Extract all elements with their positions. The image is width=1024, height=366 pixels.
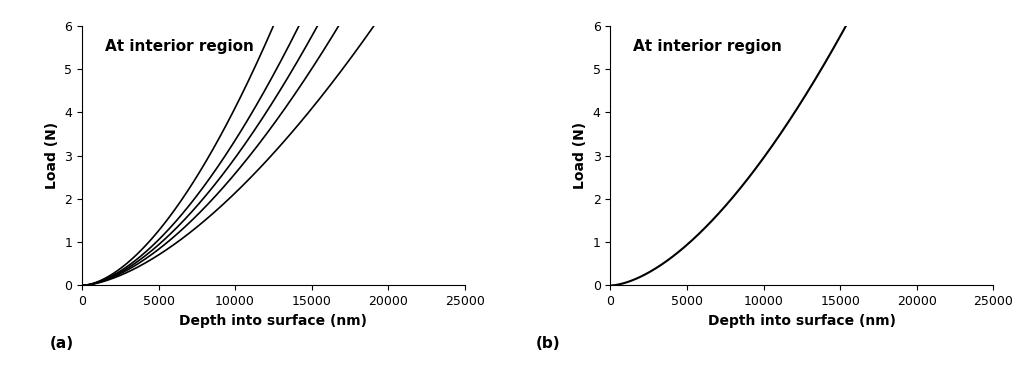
X-axis label: Depth into surface (nm): Depth into surface (nm)	[179, 314, 368, 328]
Text: At interior region: At interior region	[104, 39, 254, 53]
Text: At interior region: At interior region	[633, 39, 782, 53]
Text: (b): (b)	[536, 336, 560, 351]
X-axis label: Depth into surface (nm): Depth into surface (nm)	[708, 314, 896, 328]
Y-axis label: Load (N): Load (N)	[45, 122, 58, 189]
Text: (a): (a)	[49, 336, 74, 351]
Y-axis label: Load (N): Load (N)	[573, 122, 587, 189]
